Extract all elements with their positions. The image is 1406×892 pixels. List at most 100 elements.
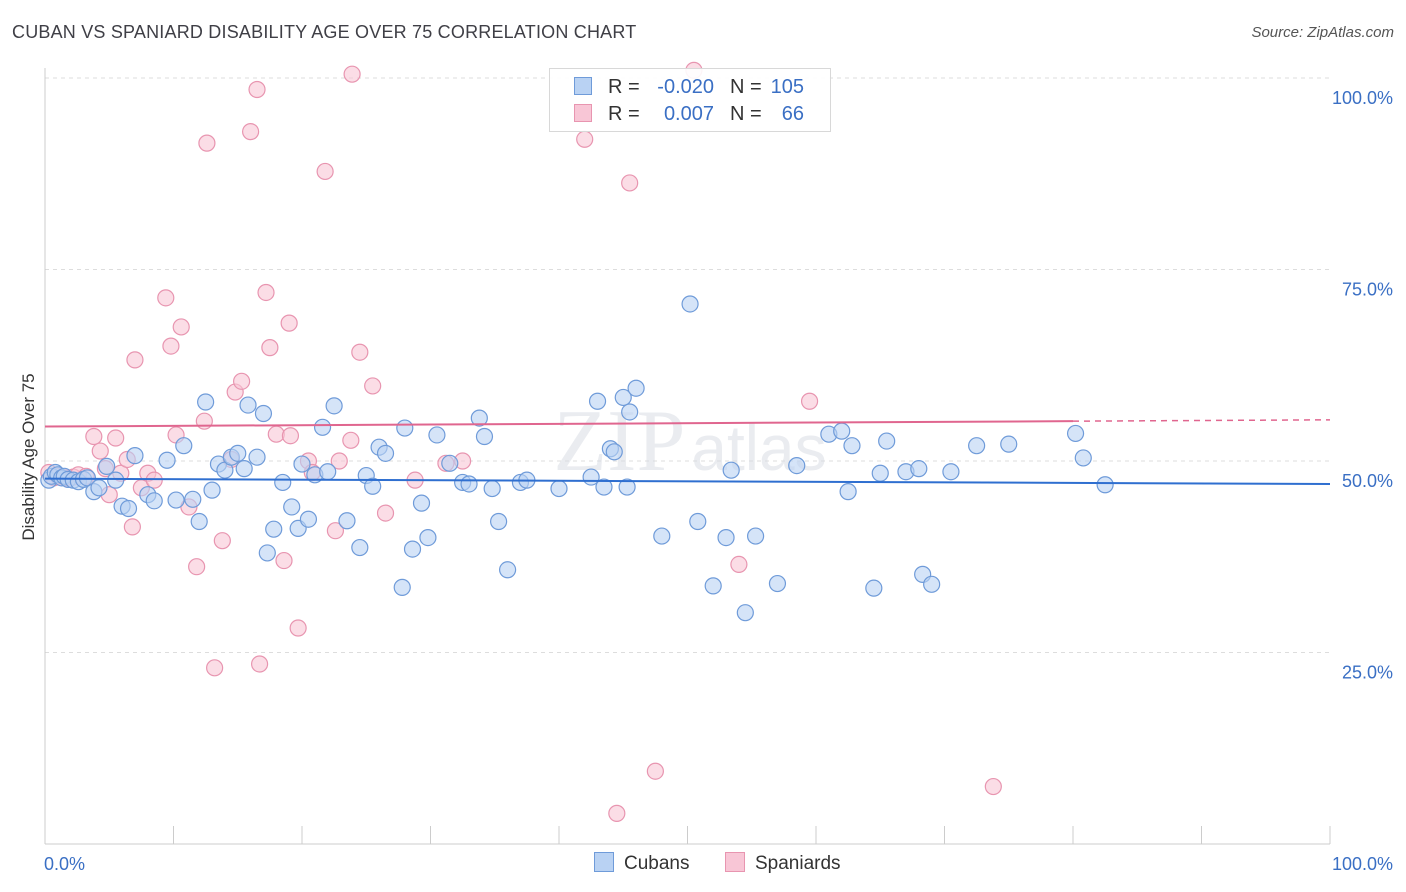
spaniard-point <box>123 518 141 536</box>
cuban-point <box>460 475 478 493</box>
cuban-point <box>499 561 517 579</box>
cuban-point <box>175 437 193 455</box>
cuban-point <box>254 404 273 423</box>
spaniard-point <box>257 283 275 302</box>
cuban-point <box>1074 449 1092 467</box>
bottom-legend-cubans: Cubans <box>594 852 690 875</box>
cuban-point <box>158 451 176 469</box>
cuban-point <box>550 479 568 498</box>
cuban-point <box>393 578 411 596</box>
spaniard-point <box>281 427 300 445</box>
cuban-point <box>428 426 446 444</box>
spaniard-point <box>351 343 369 361</box>
cuban-point <box>490 512 508 531</box>
spaniard-point <box>800 392 819 410</box>
spaniards-legend-label: Spaniards <box>755 853 841 874</box>
spaniard-point <box>250 655 269 673</box>
cuban-point <box>197 393 215 411</box>
cuban-point <box>364 477 382 495</box>
cuban-point <box>878 432 896 450</box>
spaniard-point <box>91 442 109 460</box>
cuban-point <box>470 409 488 427</box>
cuban-point <box>618 478 636 496</box>
spaniard-point <box>275 551 293 570</box>
legend-r-value: -0.020 <box>657 76 714 98</box>
cuban-point <box>843 437 861 455</box>
spaniard-point <box>343 65 361 83</box>
spaniard-point <box>213 532 231 550</box>
watermark-zip: ZIP <box>553 393 685 490</box>
cuban-point <box>338 512 356 530</box>
cuban-point <box>704 577 722 595</box>
cuban-point <box>98 457 116 475</box>
cuban-point <box>475 427 494 446</box>
spaniards-trend-extension <box>1072 419 1331 422</box>
spaniard-point <box>172 318 190 336</box>
spaniard-point <box>157 289 175 307</box>
spaniard-point <box>608 804 626 822</box>
cuban-point <box>923 575 941 593</box>
spaniards-trend-line <box>44 420 1074 428</box>
spaniard-point <box>261 339 279 357</box>
cuban-point <box>605 443 623 461</box>
x-tick-label: 0.0% <box>44 854 85 874</box>
cuban-point <box>627 379 645 397</box>
points-layer <box>40 61 1114 822</box>
cuban-point <box>145 492 163 510</box>
cuban-point <box>412 494 431 512</box>
cuban-point <box>588 392 607 410</box>
chart-title: CUBAN VS SPANIARD DISABILITY AGE OVER 75… <box>12 22 637 42</box>
spaniard-point <box>364 377 382 395</box>
cuban-point <box>107 471 125 489</box>
cuban-point <box>239 396 257 414</box>
spaniard-point <box>233 372 251 390</box>
spaniard-point <box>242 123 260 141</box>
spaniard-point <box>126 351 144 369</box>
cubans-swatch <box>574 77 592 95</box>
cuban-point <box>653 527 671 545</box>
correlation-legend: R = -0.020 N = 105 R = 0.007 N = 66 <box>549 68 831 132</box>
x-tick-label: 100.0% <box>1332 854 1393 874</box>
watermark: ZIPatlas <box>553 393 826 490</box>
cuban-point <box>229 444 247 462</box>
spaniard-point <box>248 80 266 99</box>
cuban-point <box>681 295 699 313</box>
y-tick-label: 50.0% <box>1342 471 1393 491</box>
y-axis-label: Disability Age Over 75 <box>19 373 38 540</box>
spaniard-point <box>984 777 1002 796</box>
cuban-point <box>184 490 202 508</box>
cubans-trend-line <box>44 477 1331 485</box>
cuban-point <box>376 444 395 462</box>
spaniard-point <box>206 659 224 677</box>
cuban-point <box>736 604 754 622</box>
bottom-legend-spaniards: Spaniards <box>725 852 841 875</box>
spaniard-point <box>621 174 639 192</box>
y-tick-label: 100.0% <box>1332 88 1393 108</box>
legend-n-label: N = <box>730 103 762 125</box>
y-tick-label: 75.0% <box>1342 280 1393 300</box>
cuban-point <box>167 491 185 509</box>
legend-n-label: N = <box>730 76 762 98</box>
cuban-point <box>248 448 266 466</box>
cuban-point <box>283 498 301 516</box>
cuban-point <box>235 460 253 478</box>
spaniard-point <box>198 134 216 152</box>
legend-n-value: 66 <box>781 103 804 125</box>
spaniard-point <box>289 619 307 637</box>
cuban-point <box>689 512 707 531</box>
legend-row-cubans: R = -0.020 N = 105 <box>550 74 830 100</box>
cuban-point <box>126 447 144 465</box>
cuban-point <box>119 499 138 518</box>
cuban-point <box>1096 476 1114 494</box>
legend-r-value: 0.007 <box>663 103 714 125</box>
spaniards-swatch <box>574 104 592 122</box>
cuban-point <box>203 481 221 499</box>
spaniard-point <box>342 431 360 449</box>
cuban-point <box>299 510 318 528</box>
cuban-point <box>968 437 986 455</box>
cuban-point <box>258 544 276 562</box>
spaniards-legend-swatch <box>725 852 745 872</box>
cuban-point <box>325 397 343 415</box>
axis-layer: 25.0% 50.0% 75.0% 100.0% 0.0% 100.0% <box>44 68 1393 874</box>
